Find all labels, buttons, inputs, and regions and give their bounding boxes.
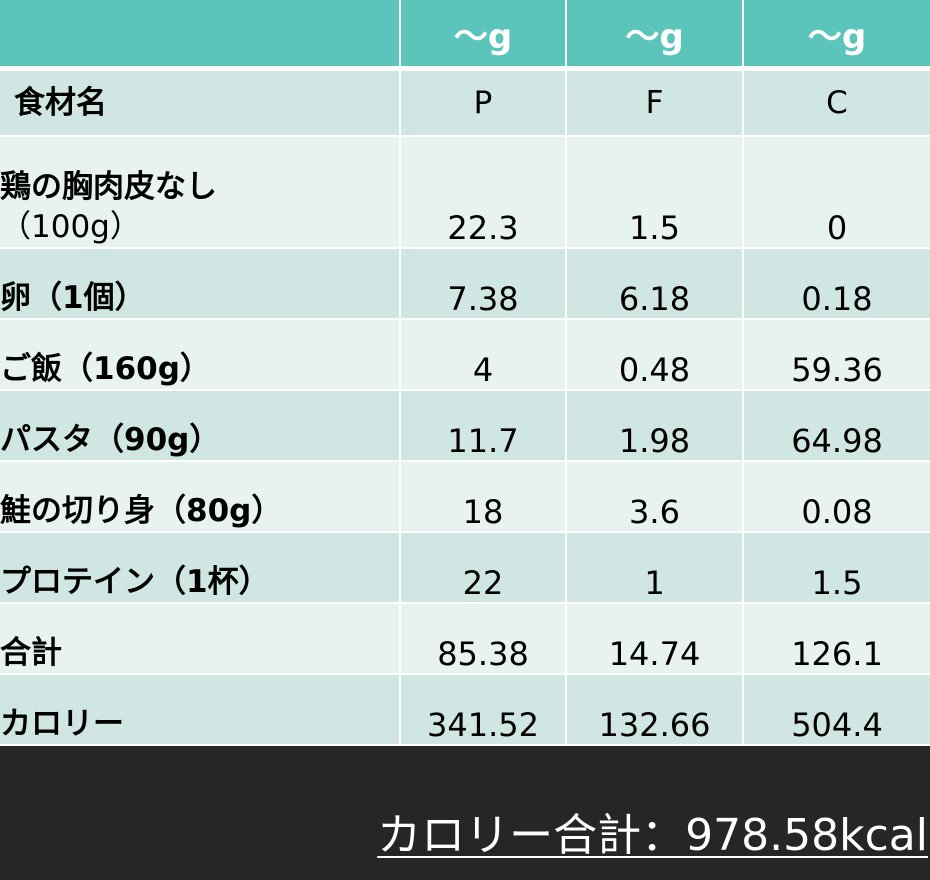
carb-value: 0.18 [743, 248, 930, 320]
fat-value: 1.5 [566, 136, 744, 249]
header-cell-f: ～g [566, 0, 744, 71]
table-row: 鶏の胸肉皮なし （100g） 22.3 1.5 0 [0, 136, 930, 249]
calorie-row: カロリー 341.52 132.66 504.4 [0, 674, 930, 746]
protein-value: 7.38 [400, 248, 567, 320]
protein-calories: 341.52 [400, 674, 567, 746]
protein-value: 11.7 [400, 390, 567, 462]
fat-value: 3.6 [566, 461, 744, 533]
ingredient-name: 鶏の胸肉皮なし （100g） [0, 136, 401, 249]
ingredient-name-line1: 鶏の胸肉皮なし [0, 169, 217, 205]
protein-value: 22.3 [400, 136, 567, 249]
calorie-label: カロリー [0, 674, 401, 746]
table-row: 卵（1個） 7.38 6.18 0.18 [0, 248, 930, 320]
carb-value: 0 [743, 136, 930, 249]
table-row: ご飯（160g） 4 0.48 59.36 [0, 319, 930, 391]
ingredient-column-header: 食材名 [0, 68, 401, 137]
protein-value: 4 [400, 319, 567, 391]
carb-total: 126.1 [743, 603, 930, 675]
ingredient-name-line2: （100g） [0, 209, 141, 245]
header-row: ～g ～g ～g [0, 0, 930, 71]
carb-column-header: C [743, 68, 930, 137]
protein-value: 18 [400, 461, 567, 533]
total-label: 合計 [0, 603, 401, 675]
header-cell-p: ～g [400, 0, 567, 71]
ingredient-name: 鮭の切り身（80g） [0, 461, 401, 533]
protein-total: 85.38 [400, 603, 567, 675]
fat-total: 14.74 [566, 603, 744, 675]
table-row: 鮭の切り身（80g） 18 3.6 0.08 [0, 461, 930, 533]
carb-value: 0.08 [743, 461, 930, 533]
header-cell-c: ～g [743, 0, 930, 71]
carb-value: 1.5 [743, 532, 930, 604]
carb-calories: 504.4 [743, 674, 930, 746]
ingredient-name: パスタ（90g） [0, 390, 401, 462]
fat-calories: 132.66 [566, 674, 744, 746]
macro-table: ～g ～g ～g 食材名 P F C 鶏の胸肉皮なし （100g） 22.3 1.… [0, 0, 930, 746]
subheader-row: 食材名 P F C [0, 68, 930, 137]
ingredient-name: プロテイン（1杯） [0, 532, 401, 604]
carb-value: 59.36 [743, 319, 930, 391]
fat-value: 1.98 [566, 390, 744, 462]
total-calories-text: カロリー合計：978.58kcal [377, 810, 928, 861]
fat-value: 1 [566, 532, 744, 604]
header-cell-blank [0, 0, 401, 71]
ingredient-name: ご飯（160g） [0, 319, 401, 391]
table-row: パスタ（90g） 11.7 1.98 64.98 [0, 390, 930, 462]
fat-column-header: F [566, 68, 744, 137]
protein-column-header: P [400, 68, 567, 137]
ingredient-name: 卵（1個） [0, 248, 401, 320]
total-row: 合計 85.38 14.74 126.1 [0, 603, 930, 675]
fat-value: 0.48 [566, 319, 744, 391]
protein-value: 22 [400, 532, 567, 604]
carb-value: 64.98 [743, 390, 930, 462]
fat-value: 6.18 [566, 248, 744, 320]
table-row: プロテイン（1杯） 22 1 1.5 [0, 532, 930, 604]
